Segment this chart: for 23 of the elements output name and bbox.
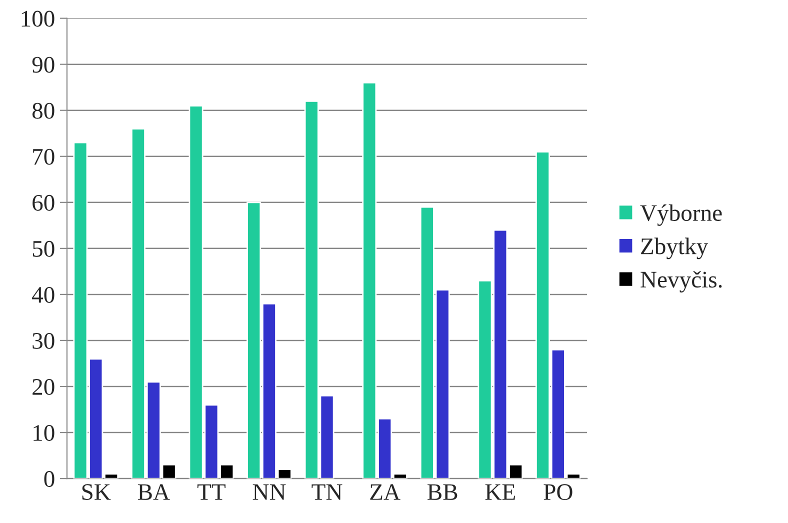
x-tick-label: PO [544, 484, 572, 500]
y-tick-label: 10 [34, 425, 54, 441]
y-tick-label: 100 [22, 10, 54, 27]
x-tick-label: ZA [370, 484, 400, 500]
x-tick-label: BB [428, 484, 458, 500]
legend-label: Zbytky [641, 238, 708, 260]
x-tick-label: BA [138, 484, 170, 500]
legend-label: Nevyčis. [640, 270, 722, 292]
x-tick-label: SK [82, 484, 111, 500]
y-tick-label: 40 [32, 286, 54, 303]
y-tick-label: 30 [32, 332, 54, 349]
y-tick-label: 50 [32, 240, 54, 257]
x-tick-label: NN [252, 484, 286, 500]
x-tick-label: TT [197, 484, 226, 500]
x-tick-label: KE [485, 484, 515, 500]
y-tick-label: 90 [32, 56, 54, 73]
y-tick-label: 0 [44, 471, 54, 487]
y-tick-label: 70 [33, 148, 54, 165]
x-tick-label: TN [312, 484, 342, 500]
y-tick-label: 60 [32, 194, 54, 211]
legend-label: Výborne [640, 204, 722, 226]
y-tick-label: 80 [32, 102, 54, 119]
y-tick-label: 20 [32, 378, 54, 395]
